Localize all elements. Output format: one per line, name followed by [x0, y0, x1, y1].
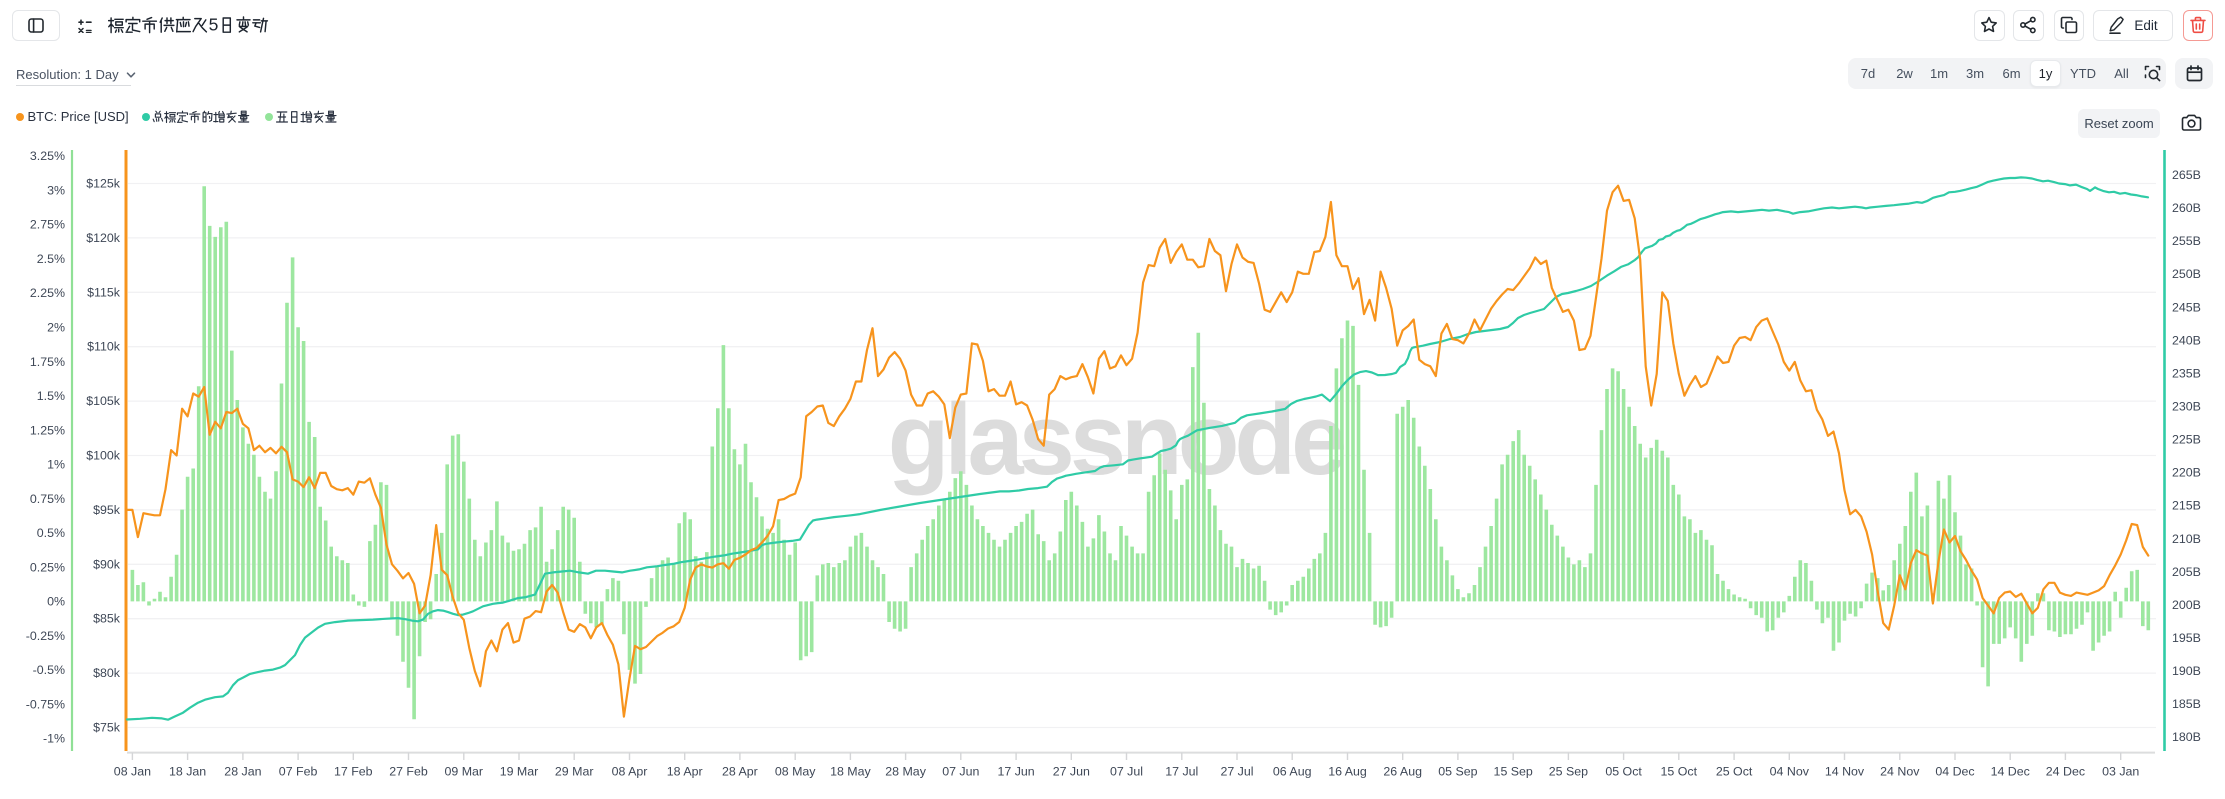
svg-text:28 May: 28 May	[885, 765, 926, 779]
svg-text:220B: 220B	[2172, 466, 2201, 480]
svg-text:260B: 260B	[2172, 201, 2201, 215]
svg-text:17 Feb: 17 Feb	[334, 765, 373, 779]
svg-text:07 Feb: 07 Feb	[279, 765, 318, 779]
svg-text:185B: 185B	[2172, 697, 2201, 711]
svg-text:27 Feb: 27 Feb	[389, 765, 428, 779]
svg-text:3.25%: 3.25%	[30, 149, 65, 163]
svg-text:205B: 205B	[2172, 565, 2201, 579]
svg-text:0.75%: 0.75%	[30, 492, 65, 506]
svg-text:230B: 230B	[2172, 400, 2201, 414]
svg-text:24 Nov: 24 Nov	[1880, 765, 1920, 779]
svg-text:28 Apr: 28 Apr	[722, 765, 758, 779]
svg-text:17 Jul: 17 Jul	[1165, 765, 1198, 779]
svg-text:0.5%: 0.5%	[37, 526, 65, 540]
svg-text:245B: 245B	[2172, 300, 2201, 314]
svg-text:15 Sep: 15 Sep	[1494, 765, 1533, 779]
svg-text:190B: 190B	[2172, 664, 2201, 678]
svg-text:255B: 255B	[2172, 234, 2201, 248]
svg-text:18 Jan: 18 Jan	[169, 765, 206, 779]
svg-text:$105k: $105k	[86, 394, 121, 408]
svg-text:1.25%: 1.25%	[30, 423, 65, 437]
svg-text:17 Jun: 17 Jun	[997, 765, 1034, 779]
svg-text:29 Mar: 29 Mar	[555, 765, 594, 779]
svg-text:200B: 200B	[2172, 598, 2201, 612]
svg-text:215B: 215B	[2172, 499, 2201, 513]
svg-text:$110k: $110k	[87, 340, 121, 354]
svg-text:04 Nov: 04 Nov	[1770, 765, 1810, 779]
svg-text:-1%: -1%	[43, 732, 65, 746]
svg-text:27 Jul: 27 Jul	[1220, 765, 1253, 779]
svg-text:$125k: $125k	[86, 177, 121, 191]
svg-text:195B: 195B	[2172, 631, 2201, 645]
svg-text:$75k: $75k	[93, 721, 121, 735]
svg-text:25 Sep: 25 Sep	[1549, 765, 1588, 779]
svg-text:19 Mar: 19 Mar	[500, 765, 539, 779]
svg-text:3%: 3%	[47, 184, 65, 198]
svg-text:210B: 210B	[2172, 532, 2201, 546]
svg-text:180B: 180B	[2172, 730, 2201, 744]
svg-text:03 Jan: 03 Jan	[2102, 765, 2139, 779]
svg-text:07 Jun: 07 Jun	[942, 765, 979, 779]
svg-text:06 Aug: 06 Aug	[1273, 765, 1312, 779]
svg-text:25 Oct: 25 Oct	[1716, 765, 1753, 779]
svg-text:$120k: $120k	[86, 231, 121, 245]
svg-text:27 Jun: 27 Jun	[1053, 765, 1090, 779]
svg-text:265B: 265B	[2172, 168, 2201, 182]
svg-text:glassnode: glassnode	[888, 384, 1344, 496]
svg-text:235B: 235B	[2172, 366, 2201, 380]
svg-text:1.5%: 1.5%	[37, 389, 65, 403]
svg-text:$85k: $85k	[93, 612, 121, 626]
svg-text:-0.5%: -0.5%	[33, 663, 65, 677]
svg-text:1.75%: 1.75%	[30, 355, 65, 369]
svg-text:2.5%: 2.5%	[37, 252, 65, 266]
svg-text:2%: 2%	[47, 321, 65, 335]
svg-text:$115k: $115k	[87, 285, 121, 299]
svg-text:$95k: $95k	[93, 503, 121, 517]
svg-text:14 Nov: 14 Nov	[1825, 765, 1865, 779]
svg-text:05 Sep: 05 Sep	[1438, 765, 1477, 779]
svg-text:$90k: $90k	[93, 557, 121, 571]
svg-text:$80k: $80k	[93, 666, 121, 680]
svg-text:04 Dec: 04 Dec	[1935, 765, 1974, 779]
svg-text:08 May: 08 May	[775, 765, 816, 779]
svg-text:225B: 225B	[2172, 433, 2201, 447]
svg-text:09 Mar: 09 Mar	[445, 765, 484, 779]
svg-text:18 Apr: 18 Apr	[667, 765, 703, 779]
svg-text:07 Jul: 07 Jul	[1110, 765, 1143, 779]
svg-text:240B: 240B	[2172, 333, 2201, 347]
svg-text:24 Dec: 24 Dec	[2046, 765, 2085, 779]
svg-text:5: 5	[209, 15, 219, 35]
svg-text:16 Aug: 16 Aug	[1328, 765, 1367, 779]
svg-text:14 Dec: 14 Dec	[1991, 765, 2030, 779]
svg-text:08 Jan: 08 Jan	[114, 765, 151, 779]
svg-text:1%: 1%	[47, 458, 65, 472]
svg-text:-0.25%: -0.25%	[26, 629, 65, 643]
svg-text:2.75%: 2.75%	[30, 218, 65, 232]
svg-text:0.25%: 0.25%	[30, 560, 65, 574]
svg-text:2.25%: 2.25%	[30, 286, 65, 300]
svg-text:$100k: $100k	[86, 449, 121, 463]
svg-text:18 May: 18 May	[830, 765, 871, 779]
svg-text:0%: 0%	[47, 595, 65, 609]
svg-text:15 Oct: 15 Oct	[1661, 765, 1698, 779]
svg-text:250B: 250B	[2172, 267, 2201, 281]
svg-text:-0.75%: -0.75%	[26, 697, 65, 711]
svg-text:08 Apr: 08 Apr	[612, 765, 648, 779]
svg-text:26 Aug: 26 Aug	[1383, 765, 1422, 779]
svg-text:05 Oct: 05 Oct	[1605, 765, 1642, 779]
svg-text:28 Jan: 28 Jan	[224, 765, 261, 779]
